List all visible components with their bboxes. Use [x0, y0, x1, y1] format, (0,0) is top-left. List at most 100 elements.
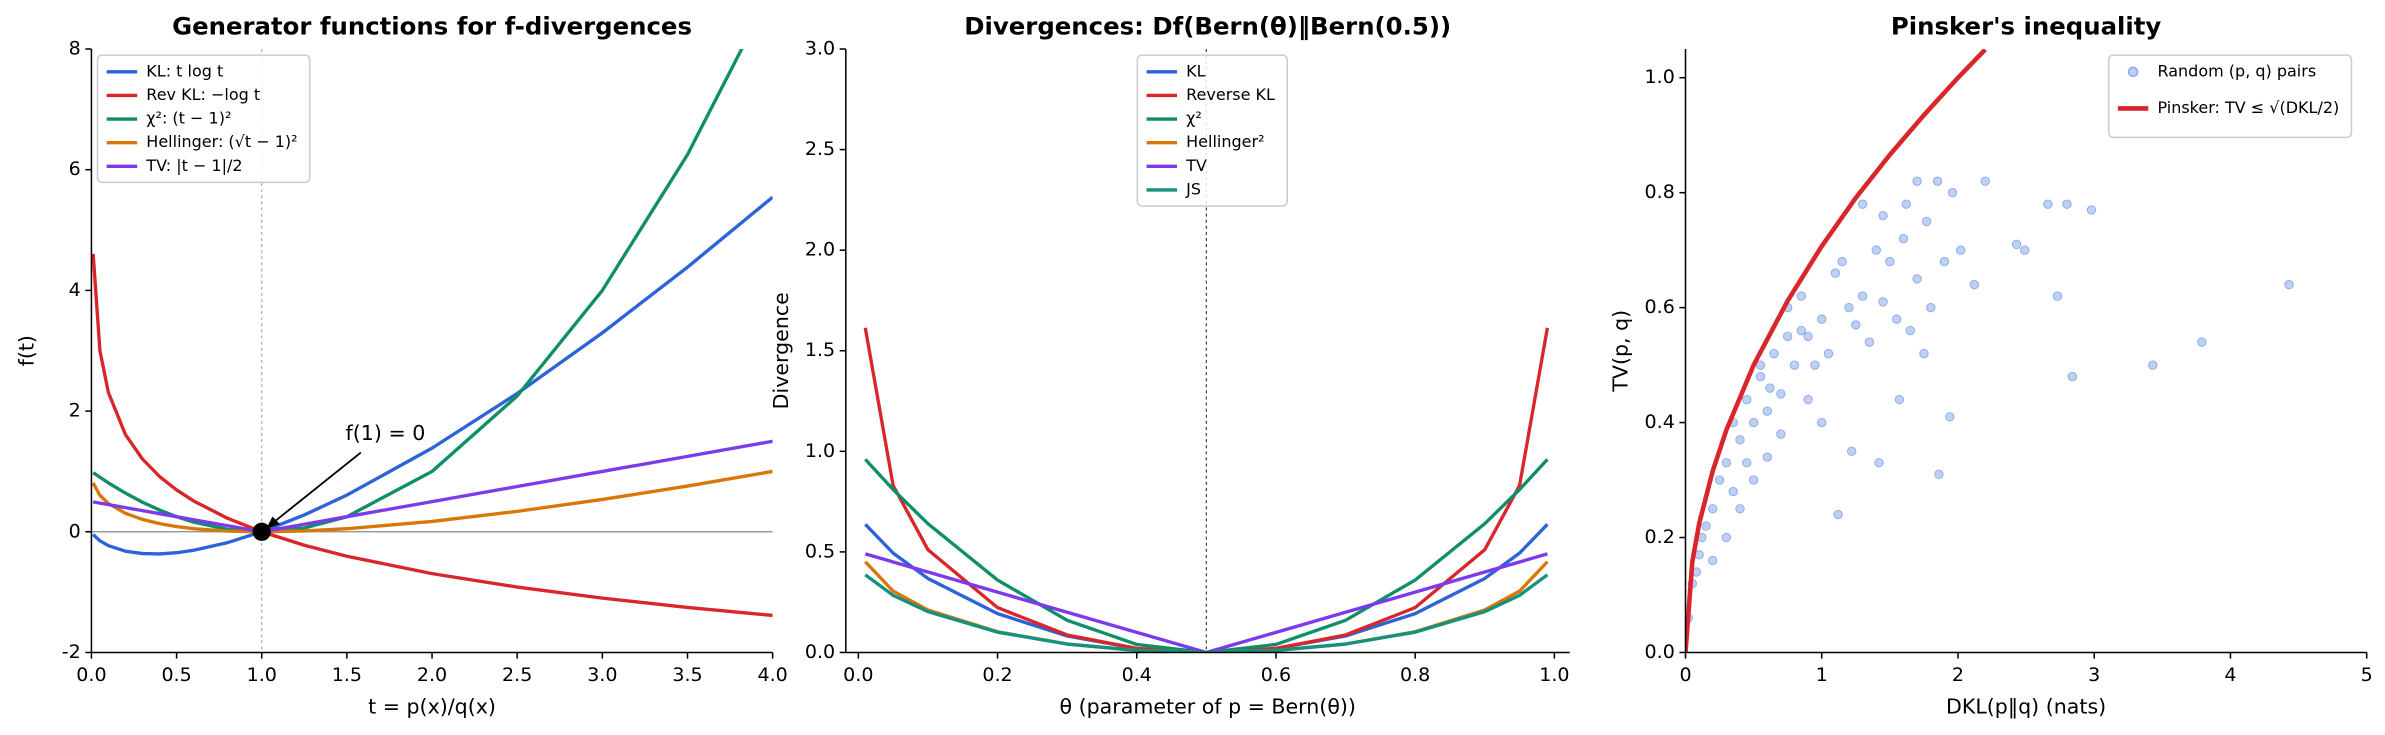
scatter-point	[1748, 475, 1759, 485]
scatter-point	[1789, 360, 1800, 370]
y-tick-label: 0.0	[1645, 641, 1675, 663]
y-tick-label: 2.5	[805, 138, 835, 160]
scatter-point	[1765, 383, 1775, 393]
series-line	[92, 195, 773, 556]
panel-title: Generator functions for f-divergences	[172, 12, 692, 41]
scatter-point	[2197, 337, 2207, 347]
y-tick-label: 0.2	[1645, 526, 1675, 548]
x-tick-label: 0.0	[843, 664, 873, 686]
scatter-point	[1898, 233, 1909, 244]
y-tick-label: 0.6	[1645, 296, 1675, 318]
x-axis-label: t = p(x)/q(x)	[368, 694, 496, 718]
scatter-point	[1912, 274, 1922, 284]
scatter-point	[1912, 176, 1922, 186]
legend-label: χ²: (t − 1)²	[146, 109, 231, 128]
legend-label: Rev KL: −log t	[146, 85, 260, 104]
scatter-point	[2020, 245, 2030, 255]
scatter-point	[1878, 210, 1888, 221]
annotation-arrow	[268, 451, 362, 527]
x-tick-label: 2.0	[417, 664, 447, 686]
y-tick-label: 3.0	[805, 37, 835, 59]
scatter-point	[1823, 348, 1834, 359]
scatter-point	[1803, 394, 1813, 405]
legend-label: Pinsker: TV ≤ √(DKL/2)	[2157, 98, 2339, 117]
x-tick-label: 3.0	[587, 664, 617, 686]
x-tick-label: 3.5	[672, 664, 702, 686]
legend: Random (p, q) pairs Pinsker: TV ≤ √(DKL/2…	[2107, 54, 2353, 139]
y-tick-label: 1.0	[1645, 66, 1675, 88]
scatter-point	[2052, 291, 2063, 301]
scatter-point	[1796, 325, 1807, 336]
x-tick-label: 2	[1952, 664, 1964, 686]
scatter-point	[1945, 412, 1955, 422]
series-line	[1685, 48, 1987, 653]
series-line	[864, 458, 1549, 653]
y-axis-label: f(t)	[14, 335, 38, 366]
legend: KL Reverse KL χ² Hellinger² TV JS	[1136, 54, 1288, 207]
x-tick-label: 0.2	[982, 664, 1012, 686]
y-tick-label: 0.5	[805, 540, 835, 562]
scatter-point	[1742, 394, 1752, 405]
x-tick-label: 0.6	[1261, 664, 1291, 686]
legend-label: JS	[1185, 179, 1201, 198]
scatter-point	[1871, 245, 1881, 255]
scatter-point	[2284, 279, 2294, 290]
scatter-point	[1721, 458, 1732, 468]
y-tick-label: 0	[69, 520, 81, 542]
series-line	[92, 48, 744, 534]
scatter-point	[1776, 389, 1786, 399]
x-tick-label: 0.5	[161, 664, 191, 686]
scatter-point	[1846, 446, 1857, 457]
y-tick-label: 0.8	[1645, 181, 1675, 203]
panel: Generator functions for f-divergences t =…	[14, 12, 787, 719]
scatter-point	[1708, 555, 1718, 566]
plot-area	[863, 327, 1550, 653]
annotation-text: f(1) = 0	[346, 421, 426, 445]
y-tick-label: 1.5	[805, 339, 835, 361]
scatter-point	[1969, 279, 1980, 290]
plot-area	[1685, 48, 2294, 653]
x-tick-label: 0.0	[76, 664, 106, 686]
legend-label: Hellinger²	[1186, 132, 1264, 151]
scatter-point	[1817, 314, 1827, 324]
series-line	[91, 469, 773, 534]
scatter-point	[1864, 337, 1875, 347]
series-line	[864, 552, 1548, 653]
legend-label: KL: t log t	[146, 61, 223, 80]
scatter-point	[1901, 199, 1911, 209]
scatter-point	[1701, 521, 1711, 531]
scatter-point	[1742, 458, 1752, 468]
scatter-point	[2043, 199, 2053, 209]
scatter-point	[1844, 302, 1854, 313]
series-line	[863, 327, 1550, 653]
y-tick-label: 2	[69, 400, 81, 422]
annotation-point	[252, 522, 271, 541]
y-axis-label: TV(p, q)	[1608, 310, 1632, 393]
y-tick-label: 1.0	[805, 440, 835, 462]
scatter-point	[1885, 256, 1895, 267]
scatter-point	[1776, 429, 1786, 439]
legend: KL: t log t Rev KL: −log t χ²: (t − 1)² Hel…	[96, 54, 311, 184]
y-axis-label: Divergence	[769, 292, 793, 409]
scatter-point	[1857, 291, 1868, 301]
legend-label: TV	[1185, 156, 1207, 175]
scatter-point	[1782, 331, 1793, 342]
scatter-point	[1803, 331, 1813, 342]
scatter-point	[1926, 302, 1936, 313]
x-tick-label: 2.5	[502, 664, 532, 686]
legend-label: Reverse KL	[1186, 85, 1275, 104]
arrow-head	[266, 516, 281, 529]
scatter-point	[1874, 458, 1884, 468]
y-tick-label: 4	[69, 279, 81, 301]
x-tick-label: 0.8	[1400, 664, 1430, 686]
scatter-point	[1947, 187, 1958, 198]
y-tick-label: 2.0	[805, 239, 835, 261]
x-tick-label: 1.0	[247, 664, 277, 686]
scatter-point	[1830, 268, 1841, 278]
legend-label: Random (p, q) pairs	[2157, 61, 2316, 80]
scatter-point	[1833, 509, 1843, 520]
scatter-point	[1755, 371, 1766, 382]
scatter-point	[1817, 417, 1827, 428]
scatter-point	[1894, 394, 1905, 405]
legend-box	[96, 54, 311, 184]
